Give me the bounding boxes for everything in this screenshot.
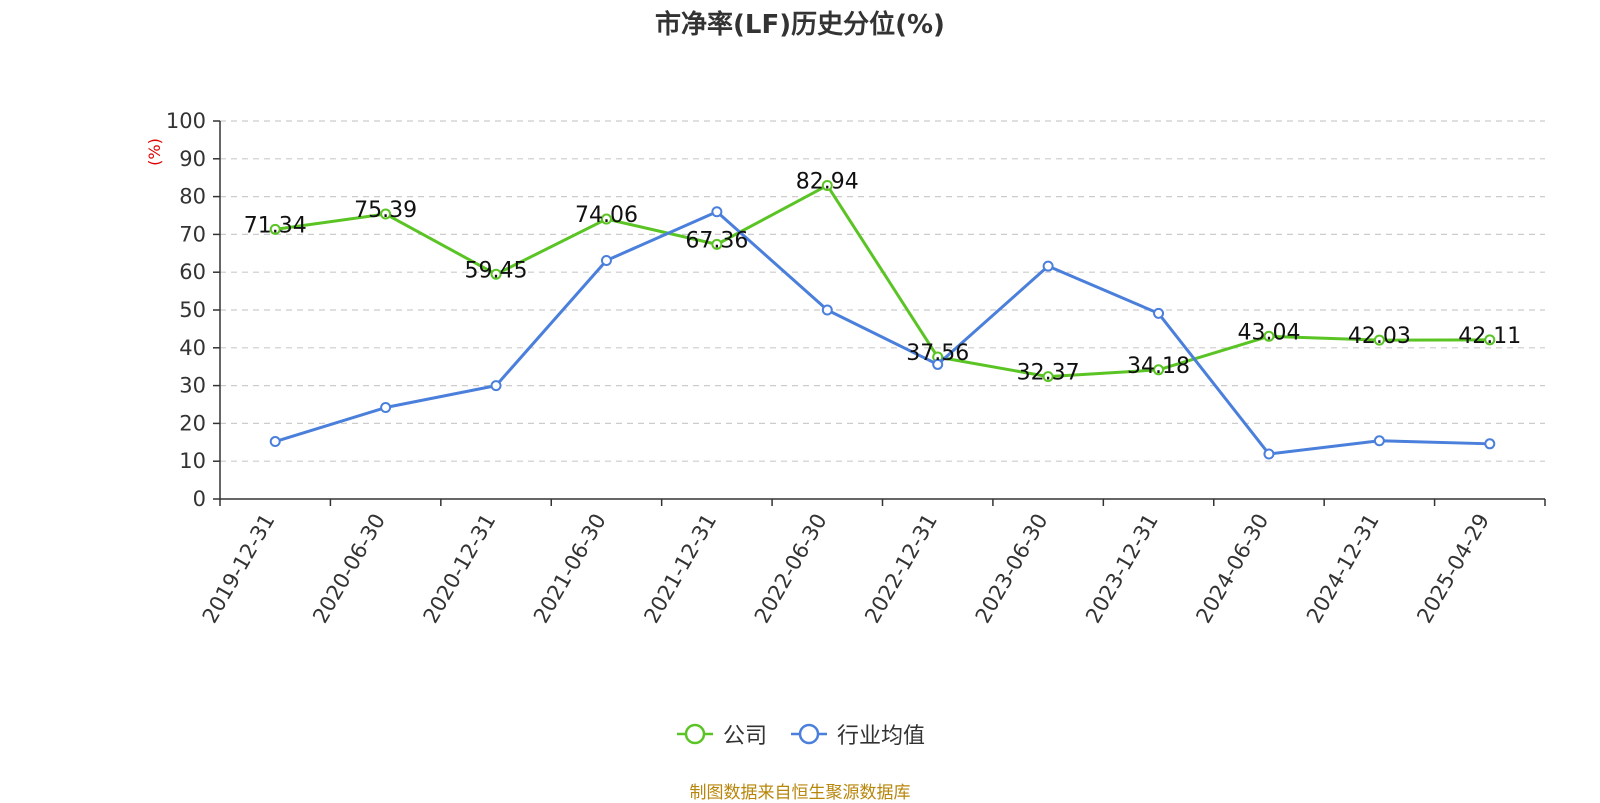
y-axis-unit-label: (%) xyxy=(145,138,164,166)
series-line-1 xyxy=(274,210,1490,456)
legend-industry-marker-icon xyxy=(791,723,827,745)
data-point xyxy=(711,238,723,250)
data-label: 71.34 xyxy=(244,213,307,238)
data-label: 43.04 xyxy=(1237,320,1300,345)
y-tick-label: 90 xyxy=(179,147,206,171)
data-point xyxy=(1153,364,1165,376)
data-point xyxy=(1263,330,1275,342)
legend-label-company: 公司 xyxy=(722,724,767,749)
data-point xyxy=(380,208,392,220)
y-tick-label: 10 xyxy=(179,449,206,473)
data-label: 42.11 xyxy=(1458,324,1521,349)
data-point xyxy=(600,254,612,266)
legend: 公司 行业均值 xyxy=(0,718,1600,750)
data-point xyxy=(1263,448,1275,460)
data-point xyxy=(600,213,612,225)
series-line-0 xyxy=(275,183,1490,379)
y-tick-label: 30 xyxy=(179,374,206,398)
y-tick-label: 60 xyxy=(179,260,206,284)
grid-lines xyxy=(220,120,1545,462)
y-tick-label: 40 xyxy=(179,336,206,360)
y-tick-label: 80 xyxy=(179,185,206,209)
source-note: 制图数据来自恒生聚源数据库 xyxy=(689,783,911,803)
x-tick-label: 2021-06-30 xyxy=(529,510,611,628)
y-tick-label: 100 xyxy=(166,109,206,133)
data-point xyxy=(821,304,833,316)
data-point xyxy=(1484,438,1496,450)
x-tick-label: 2021-12-31 xyxy=(639,510,721,628)
x-tick-label: 2020-12-31 xyxy=(419,509,501,627)
data-point xyxy=(1484,334,1496,346)
data-label: 42.03 xyxy=(1348,324,1411,349)
data-point xyxy=(1373,334,1385,346)
x-tick-label: 2022-12-31 xyxy=(860,509,942,627)
data-point xyxy=(490,380,502,392)
legend-company-marker-icon xyxy=(676,723,713,745)
y-tick-label: 50 xyxy=(179,298,206,322)
data-label: 37.56 xyxy=(906,341,969,366)
data-point xyxy=(1042,371,1054,383)
data-labels: 71.34 75.39 59.45 74.06 67.36 82.94 37.56 32.37… xyxy=(244,169,1522,385)
x-tick-label: 2020-06-30 xyxy=(308,510,390,628)
legend-item-industry-average[interactable]: 行业均值 xyxy=(789,718,925,750)
data-point xyxy=(932,358,944,370)
data-label: 67.36 xyxy=(685,228,748,253)
data-point xyxy=(1373,435,1385,447)
x-tick-label: 2019-12-31 xyxy=(198,510,280,628)
data-point xyxy=(380,402,392,414)
x-tick-label: 2023-12-31 xyxy=(1081,510,1163,628)
data-label: 82.94 xyxy=(796,169,859,194)
legend-item-company[interactable]: 公司 xyxy=(675,718,767,750)
data-point xyxy=(490,268,502,280)
data-label: 59.45 xyxy=(465,258,528,283)
x-tick-label: 2022-06-30 xyxy=(750,510,832,628)
data-label: 34.18 xyxy=(1127,354,1190,379)
data-label: 74.06 xyxy=(575,203,638,228)
data-point xyxy=(1153,307,1165,319)
x-tick-label: 2025-04-29 xyxy=(1412,510,1494,628)
series xyxy=(269,179,1496,460)
chart-title: 市净率(LF)历史分位(%) xyxy=(655,10,945,40)
data-point xyxy=(1042,260,1054,272)
x-tick-label: 2023-06-30 xyxy=(971,510,1053,628)
data-point xyxy=(711,206,723,218)
y-tick-label: 70 xyxy=(179,222,206,246)
x-tick-label: 2024-06-30 xyxy=(1191,510,1273,628)
y-tick-label: 20 xyxy=(179,411,206,435)
data-point xyxy=(821,179,833,191)
data-point xyxy=(269,223,281,235)
data-label: 75.39 xyxy=(354,198,417,223)
legend-label-industry-average: 行业均值 xyxy=(837,724,926,749)
y-tick-label: 0 xyxy=(193,487,206,511)
data-point xyxy=(269,436,281,448)
data-label: 32.37 xyxy=(1017,361,1080,386)
x-tick-label: 2024-12-31 xyxy=(1302,510,1384,628)
